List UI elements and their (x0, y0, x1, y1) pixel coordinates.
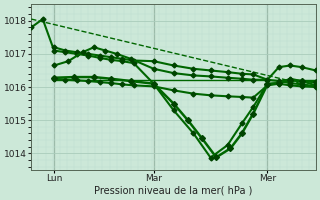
X-axis label: Pression niveau de la mer( hPa ): Pression niveau de la mer( hPa ) (94, 186, 253, 196)
